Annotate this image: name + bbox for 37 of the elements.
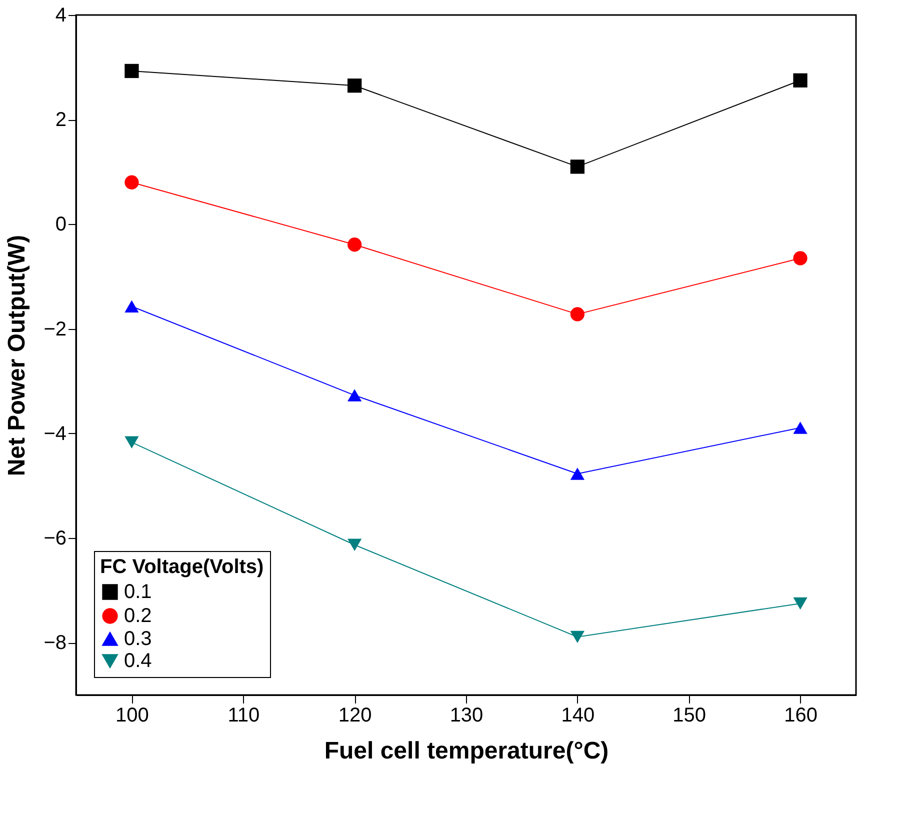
point (793, 73, 808, 88)
y-tick-label: 2 (55, 109, 66, 132)
point (348, 238, 362, 252)
legend-label: 0.4 (124, 650, 152, 672)
y-tick-label: −4 (44, 422, 66, 445)
x-tick-label: 130 (450, 704, 484, 726)
x-tick-label: 150 (672, 704, 706, 726)
point (348, 78, 362, 93)
legend-label: 0.3 (124, 628, 152, 650)
x-tick-label: 140 (561, 704, 595, 726)
point (793, 422, 808, 434)
legend-label: 0.2 (124, 605, 152, 627)
x-axis-title: Fuel cell temperature(°C) (324, 738, 609, 764)
y-tick-label: −8 (44, 632, 66, 654)
x-tick-label: 120 (338, 704, 372, 726)
point (570, 630, 584, 644)
point (124, 64, 139, 78)
point (124, 175, 139, 190)
point (793, 251, 808, 266)
point (124, 436, 139, 448)
point (793, 597, 808, 610)
y-axis-title: Net Power Output(W) (4, 234, 31, 476)
y-tick-label: 4 (55, 4, 66, 26)
point (570, 307, 584, 322)
x-tick-label: 160 (784, 704, 818, 726)
point (348, 389, 362, 402)
x-tick-label: 100 (116, 704, 149, 726)
point (124, 300, 139, 312)
y-tick-label: −6 (44, 528, 66, 550)
y-tick-label: 0 (55, 214, 66, 236)
x-tick-label: 110 (228, 704, 260, 726)
point (570, 160, 584, 174)
y-tick-label: −2 (44, 318, 66, 340)
legend-title: FC Voltage(Volts) (100, 556, 264, 578)
point (570, 468, 584, 480)
legend-label: 0.1 (124, 581, 152, 603)
point (348, 538, 362, 551)
